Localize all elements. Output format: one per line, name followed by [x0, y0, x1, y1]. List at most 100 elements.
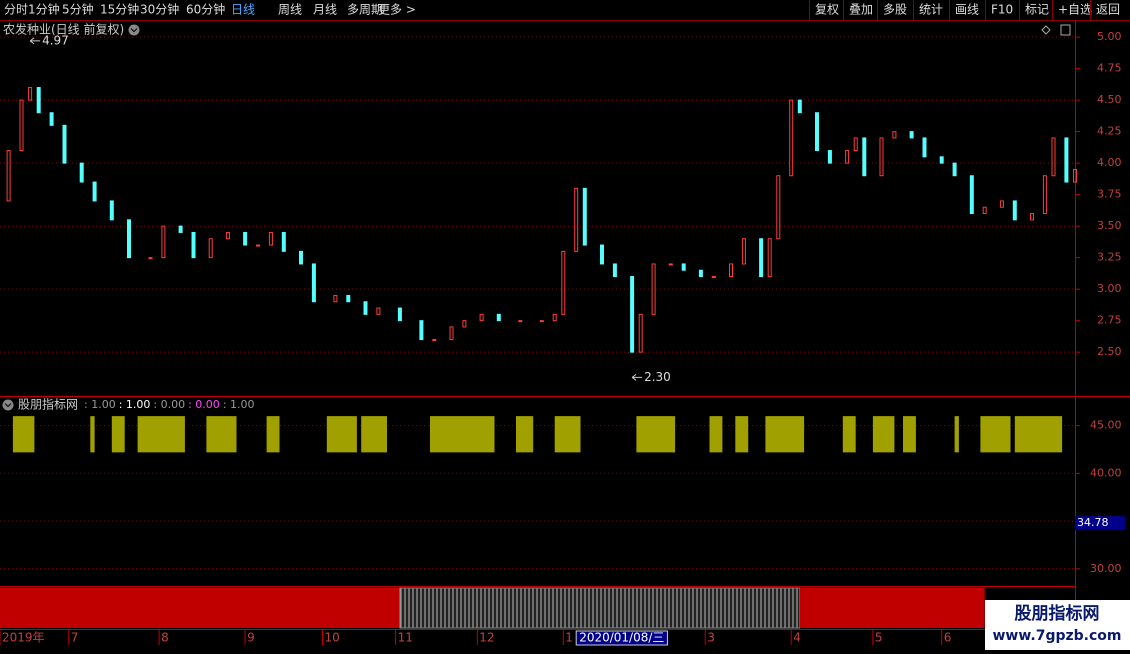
candle [462, 320, 467, 328]
candle [711, 276, 716, 279]
candle [208, 238, 213, 259]
indicator-block [361, 416, 387, 453]
indicator-block [206, 416, 237, 453]
x-tick-label: 4 [793, 631, 801, 645]
candle [281, 231, 286, 252]
candle [1042, 175, 1047, 215]
current-value-label: 34.78 [1077, 516, 1109, 529]
period-band [399, 587, 801, 629]
toolbar-button[interactable]: 多股 [883, 3, 907, 17]
indicator-block [326, 416, 357, 453]
annotation-arrow [631, 373, 643, 381]
y-tick-label: 40.00 [1090, 466, 1122, 479]
indicator-block [12, 416, 35, 453]
indicator-dropdown[interactable] [2, 399, 14, 411]
indicator-readout: : 1.00 [223, 398, 255, 411]
toolbar-tab[interactable]: 5分钟 [62, 2, 94, 17]
candle [600, 244, 604, 265]
y-tick-label: 4.25 [1097, 125, 1122, 138]
x-tick-label: 1 [565, 631, 573, 645]
toolbar-tab[interactable]: 15分钟 [100, 2, 139, 17]
candle [1064, 137, 1069, 183]
candle [28, 87, 33, 101]
toolbar-tab[interactable]: 月线 [313, 3, 337, 17]
current-value-box [1075, 516, 1125, 531]
candle [827, 150, 832, 164]
candle [909, 131, 914, 139]
toolbar-tab[interactable]: 周线 [278, 3, 302, 17]
toolbar-tab[interactable]: 更多 > [378, 3, 416, 17]
dropdown-arrow [130, 28, 138, 33]
candle [1051, 137, 1056, 177]
watermark-name: 股朋指标网 [1015, 603, 1100, 624]
y-tick-label: 4.00 [1097, 156, 1122, 169]
indicator-block [554, 416, 581, 453]
candle [879, 137, 884, 177]
candle [668, 263, 673, 266]
candle [630, 276, 635, 353]
toolbar-tab[interactable]: 多周期 [347, 3, 383, 17]
toolbar-button[interactable]: 叠加 [849, 3, 873, 17]
candle [789, 99, 794, 177]
indicator-block [111, 416, 125, 453]
cursor-date-box [575, 630, 668, 646]
indicator-block [266, 416, 280, 453]
indicator-readout: : 0.00 [188, 398, 220, 411]
toolbar-button[interactable]: 标记 [1025, 3, 1049, 17]
candle [952, 162, 957, 177]
x-tick-label: 8 [161, 631, 169, 645]
candle [612, 263, 617, 278]
toolbar-tab[interactable]: 分时 [4, 3, 28, 17]
x-tick-label: 5 [875, 631, 883, 645]
window-icon[interactable] [1060, 24, 1071, 36]
indicator-title: 股朋指标网 [18, 397, 78, 412]
candle [49, 112, 54, 126]
period-band [0, 588, 400, 628]
title-dropdown[interactable] [128, 24, 140, 36]
toolbar-button[interactable]: 返回 [1096, 3, 1120, 17]
indicator-block [765, 416, 805, 453]
toolbar-button[interactable]: 复权 [815, 3, 839, 17]
indicator-block [430, 416, 495, 453]
candle [311, 263, 316, 303]
toolbar-tab[interactable]: 日线 [231, 3, 255, 17]
diamond-icon[interactable] [1041, 25, 1051, 35]
y-tick-label: 3.50 [1097, 219, 1122, 232]
candle [815, 112, 819, 152]
indicator-block [980, 416, 1011, 453]
candle [776, 175, 781, 240]
period-band [799, 588, 985, 628]
indicator-block [1014, 416, 1063, 453]
candle [62, 124, 67, 164]
candle [19, 99, 24, 152]
indicator-block [954, 416, 959, 453]
candle [496, 313, 501, 322]
candle [268, 231, 273, 246]
candle [741, 238, 746, 265]
toolbar-tab[interactable]: 60分钟 [186, 2, 225, 17]
candle [346, 294, 351, 303]
toolbar-tab[interactable]: 1分钟 [28, 2, 60, 17]
candle [191, 231, 196, 259]
x-tick-label: 11 [398, 631, 413, 645]
candle [982, 206, 987, 215]
candle [797, 99, 802, 114]
y-tick-label: 4.50 [1097, 93, 1122, 106]
candle [1030, 213, 1034, 221]
indicator-block [842, 416, 856, 453]
candle [759, 238, 764, 278]
toolbar-button[interactable]: 统计 [919, 3, 943, 17]
indicator-block [709, 416, 723, 453]
toolbar-button[interactable]: F10 [991, 3, 1013, 17]
y-tick-label: 2.50 [1097, 345, 1122, 358]
indicator-block [516, 416, 534, 453]
candle [256, 244, 260, 247]
watermark-box [985, 600, 1130, 650]
candle [681, 263, 686, 271]
toolbar-tab[interactable]: 30分钟 [140, 2, 179, 17]
toolbar-button[interactable]: 画线 [955, 3, 979, 17]
candle [299, 250, 303, 265]
toolbar-button[interactable]: +自选 [1058, 3, 1092, 17]
